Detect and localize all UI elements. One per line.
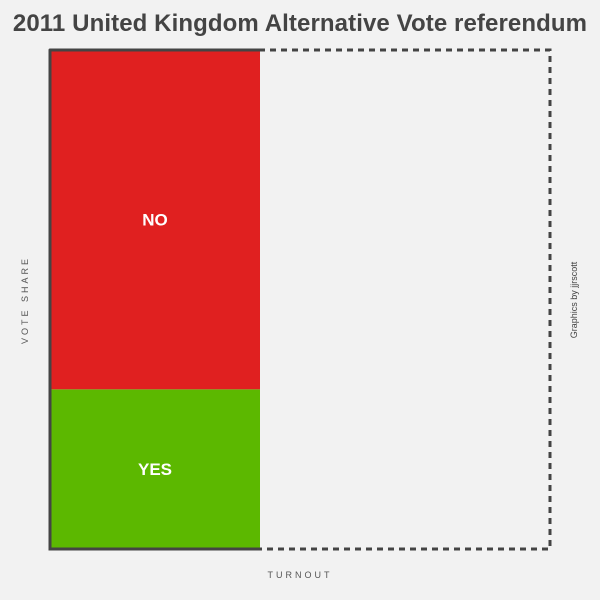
- electorate-frame: [48, 48, 552, 551]
- bar-yes: [50, 389, 260, 549]
- label-no: NO: [142, 211, 168, 230]
- bar-no: [50, 50, 260, 390]
- chart-title: 2011 United Kingdom Alternative Vote ref…: [12, 10, 588, 37]
- vote-segments: YES NO: [50, 50, 260, 549]
- x-axis-label: TURNOUT: [267, 570, 333, 580]
- turnout-frame: [48, 48, 260, 551]
- label-yes: YES: [138, 460, 172, 479]
